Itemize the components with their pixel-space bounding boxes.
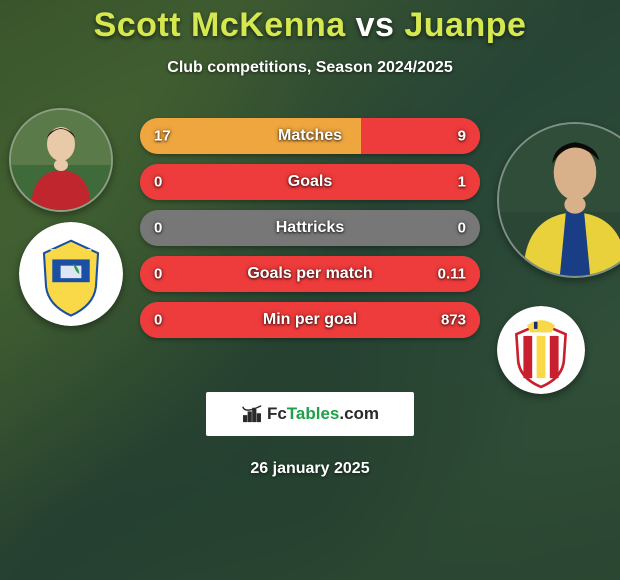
stat-value-right: 9: [458, 128, 466, 145]
stat-label: Hattricks: [276, 219, 344, 237]
title-player-right: Juanpe: [404, 6, 526, 44]
fctables-logo: FcTables.com: [206, 392, 414, 436]
page-title: Scott McKenna vs Juanpe: [0, 0, 620, 45]
stat-value-left: 17: [154, 128, 171, 145]
stat-value-right: 1: [458, 174, 466, 191]
stat-value-left: 0: [154, 312, 162, 329]
stat-value-left: 0: [154, 220, 162, 237]
title-vs: vs: [346, 6, 405, 44]
stat-value-left: 0: [154, 174, 162, 191]
comparison-date: 26 january 2025: [0, 460, 620, 478]
stat-value-right: 0: [458, 220, 466, 237]
logo-fc: Fc: [267, 404, 287, 423]
club-right-badge: [497, 306, 585, 394]
stat-label: Goals: [288, 173, 332, 191]
logo-com: .com: [339, 404, 379, 423]
player-right-avatar: [497, 122, 620, 278]
logo-text: FcTables.com: [267, 404, 379, 424]
logo-tables: Tables: [287, 404, 340, 423]
stat-row: 17 9 Matches: [140, 118, 480, 154]
stat-value-right: 0.11: [438, 266, 466, 283]
stat-row: 0 0.11 Goals per match: [140, 256, 480, 292]
player-left-avatar: [9, 108, 113, 212]
stats-container: 17 9 Matches 0 1 Goals 0 0 Hattricks 0 0.11 Goals p…: [140, 118, 480, 348]
club-left-badge: [19, 222, 123, 326]
stat-row: 0 0 Hattricks: [140, 210, 480, 246]
stat-value-left: 0: [154, 266, 162, 283]
stat-value-right: 873: [441, 312, 466, 329]
subtitle: Club competitions, Season 2024/2025: [0, 59, 620, 77]
stat-row: 0 873 Min per goal: [140, 302, 480, 338]
title-player-left: Scott McKenna: [94, 6, 346, 44]
stat-row: 0 1 Goals: [140, 164, 480, 200]
stat-label: Goals per match: [247, 265, 372, 283]
stat-label: Matches: [278, 127, 342, 145]
bar-chart-icon: [241, 403, 263, 425]
stat-label: Min per goal: [263, 311, 357, 329]
